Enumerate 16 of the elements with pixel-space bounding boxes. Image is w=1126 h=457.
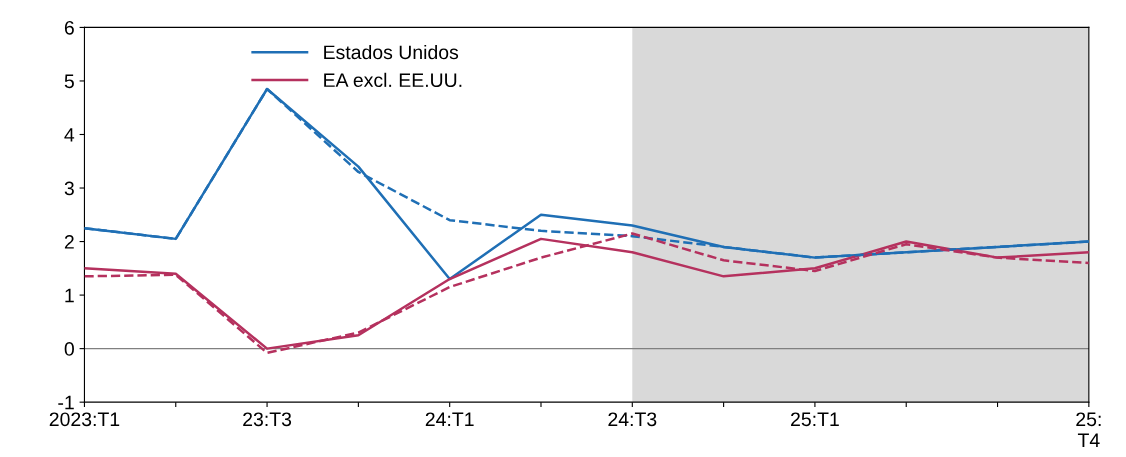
x-tick-label: 25:T1 bbox=[791, 412, 839, 427]
y-tick-label: -1 bbox=[58, 395, 74, 410]
y-tick-label: 5 bbox=[64, 74, 74, 89]
y-tick-label: 1 bbox=[65, 288, 74, 303]
legend-label: Estados Unidos bbox=[324, 44, 459, 60]
x-tick-label: 24:T1 bbox=[425, 412, 474, 426]
y-tick-label: 3 bbox=[64, 181, 74, 196]
y-tick-label: 6 bbox=[64, 20, 74, 35]
x-tick-label: 24:T3 bbox=[608, 412, 657, 427]
y-tick-label: 4 bbox=[64, 128, 75, 142]
legend-label: EA excl. EE.UU. bbox=[324, 72, 462, 88]
x-tick-label: 2023:T1 bbox=[49, 412, 120, 427]
y-tick-label: 0 bbox=[64, 342, 74, 356]
y-tick-label: 2 bbox=[64, 235, 74, 249]
x-tick-label: 25: T4 bbox=[1076, 412, 1101, 447]
x-tick-label: 23:T3 bbox=[243, 412, 292, 427]
